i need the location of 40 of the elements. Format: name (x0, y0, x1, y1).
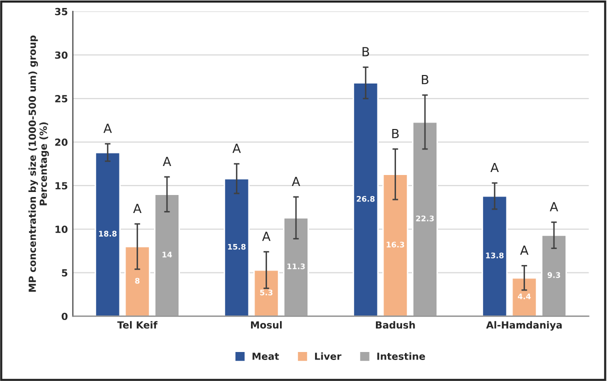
bar (94, 152, 121, 316)
legend-label: Liver (315, 352, 342, 360)
bar (253, 269, 280, 316)
bar (283, 217, 309, 316)
annotation: A (103, 124, 112, 133)
y-tick-label: 0 (62, 312, 68, 320)
bar (541, 234, 567, 316)
annotation: A (232, 144, 241, 153)
bar (511, 277, 538, 316)
y-tick-label: 30 (55, 51, 68, 59)
annotation: A (133, 204, 142, 213)
bar (412, 121, 438, 316)
x-tick-label: Badush (376, 321, 415, 329)
y-tick-label: 25 (55, 94, 68, 102)
annotation: B (392, 128, 399, 138)
bar (352, 82, 379, 316)
annotation: A (292, 176, 300, 186)
y-tick-label: 10 (56, 226, 68, 233)
annotation: A (162, 156, 172, 166)
annotation: B (362, 47, 370, 56)
y-tick-label: 5 (62, 269, 68, 277)
annotation: A (550, 202, 558, 212)
legend-label: Intestine (377, 352, 426, 360)
legend-label: Meat (252, 352, 279, 360)
annotation: A (490, 162, 499, 172)
bar (154, 194, 180, 316)
bar (482, 195, 508, 316)
y-tick-label: 15 (56, 182, 68, 190)
bar (124, 246, 150, 316)
x-tick-label: Al-Hamdaniya (486, 321, 562, 331)
bar (382, 174, 408, 316)
x-tick-label: Mosul (251, 321, 282, 329)
y-axis-title: MP concentration by size (1000-500 um) group Percentage (%) (28, 35, 49, 292)
y-tick-label: 20 (55, 138, 68, 146)
annotation: A (262, 232, 270, 241)
annotation: B (422, 74, 428, 84)
x-tick-label: Tel Keif (117, 321, 158, 329)
annotation: A (520, 246, 528, 255)
y-tick-label: 35 (55, 8, 68, 16)
bar (224, 178, 250, 316)
